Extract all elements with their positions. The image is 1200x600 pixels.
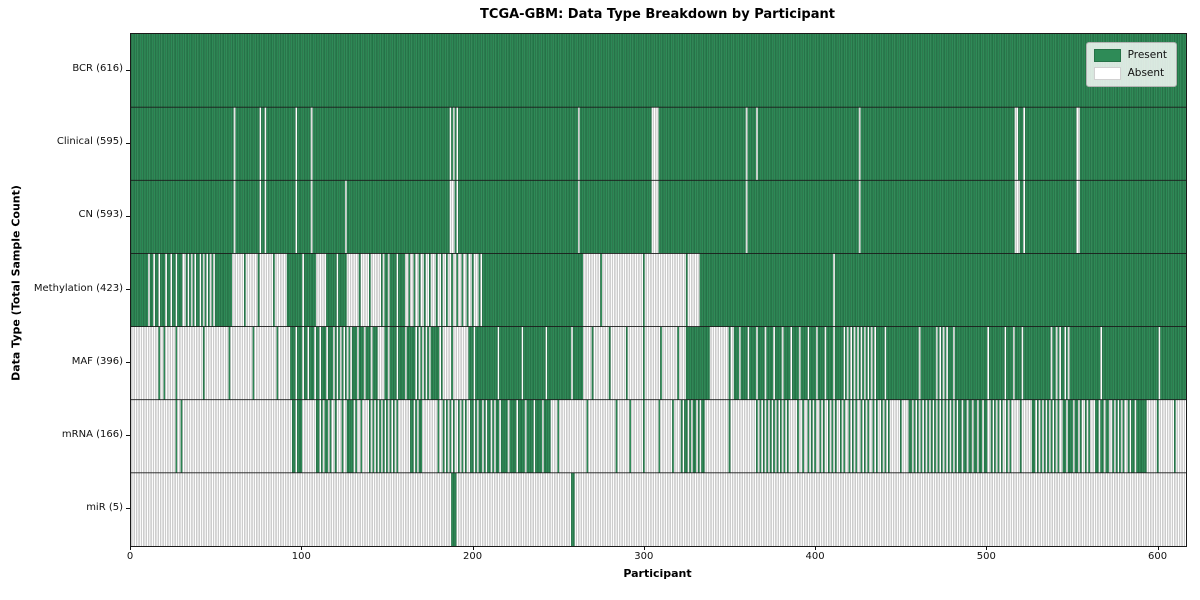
y-tick-mark (126, 508, 130, 510)
x-tick-label: 600 (1148, 551, 1168, 562)
x-tick-mark (643, 546, 645, 550)
y-tick-label: Methylation (423) (33, 282, 123, 294)
y-tick-mark (126, 215, 130, 217)
y-tick-label: MAF (396) (71, 355, 123, 367)
absent-swatch (1093, 67, 1121, 80)
heatmap-canvas (131, 34, 1186, 546)
x-tick-label: 400 (805, 551, 825, 562)
legend-item-present: Present (1093, 49, 1167, 62)
y-tick-mark (126, 142, 130, 144)
x-tick-mark (130, 546, 131, 550)
x-tick-label: 300 (634, 551, 654, 562)
x-tick-mark (815, 546, 817, 550)
y-tick-label: CN (593) (78, 209, 123, 221)
y-tick-mark (126, 69, 130, 71)
y-tick-label: mRNA (166) (61, 428, 123, 440)
x-tick-mark (1157, 546, 1159, 550)
x-tick-mark (472, 546, 474, 550)
x-tick-label: 0 (126, 551, 134, 562)
legend: Present Absent (1085, 42, 1177, 87)
y-tick-label: BCR (616) (72, 63, 123, 75)
x-axis-title: Participant (623, 567, 692, 580)
legend-label-absent: Absent (1127, 67, 1165, 79)
x-tick-label: 200 (462, 551, 483, 562)
chart-title: TCGA-GBM: Data Type Breakdown by Partici… (480, 7, 835, 22)
legend-item-absent: Absent (1093, 67, 1167, 80)
y-tick-mark (126, 435, 130, 437)
y-tick-mark (126, 289, 130, 290)
x-tick-mark (986, 546, 988, 550)
legend-label-present: Present (1127, 49, 1167, 61)
x-tick-mark (301, 546, 303, 550)
y-tick-mark (126, 362, 130, 364)
present-swatch (1093, 49, 1121, 62)
plot-area: Present Absent (130, 33, 1187, 547)
y-tick-label: Clinical (595) (56, 136, 123, 148)
y-tick-label: miR (5) (86, 501, 123, 513)
x-tick-label: 100 (291, 551, 311, 562)
x-tick-label: 500 (976, 551, 996, 562)
